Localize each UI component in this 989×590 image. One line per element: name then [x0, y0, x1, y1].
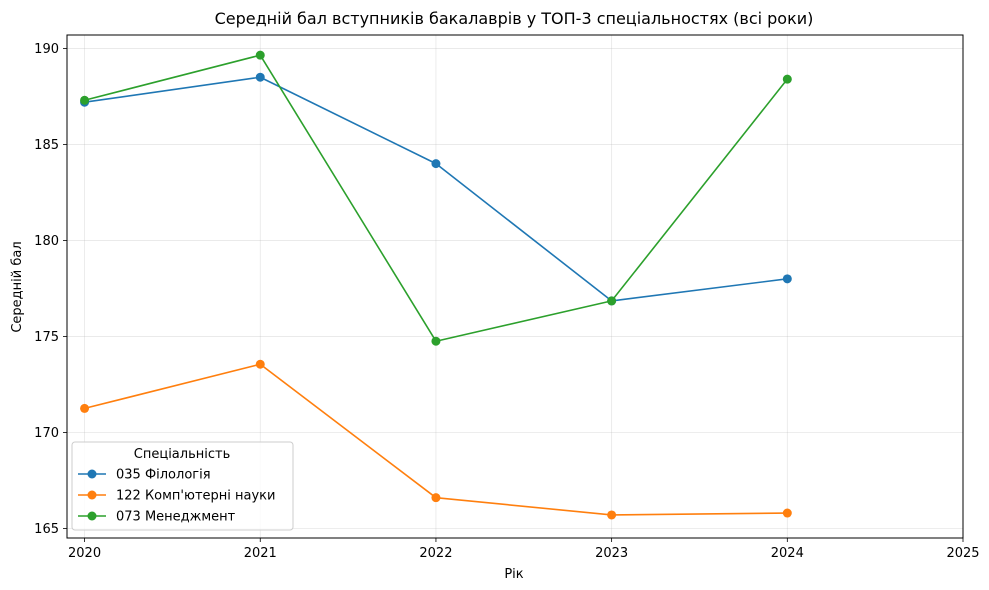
- legend[interactable]: Спеціальність 035 Філологія 122 Комп'ютер…: [71, 441, 294, 531]
- plot-frame: [66, 34, 964, 539]
- legend-title: Спеціальність: [134, 447, 230, 462]
- x-tick-label: 2025: [946, 546, 979, 561]
- x-axis: 2020 2021 2022 2023 2024 2025: [68, 538, 980, 561]
- data-point[interactable]: [431, 493, 441, 503]
- x-tick-label: 2022: [419, 546, 452, 561]
- data-point[interactable]: [782, 274, 792, 284]
- legend-item[interactable]: 122 Комп'ютерні науки: [78, 489, 275, 504]
- y-tick-label: 170: [34, 426, 59, 441]
- y-axis: 165 170 175 180 185 190: [34, 42, 67, 537]
- data-point[interactable]: [782, 508, 792, 518]
- data-point[interactable]: [255, 50, 265, 60]
- y-tick-label: 190: [34, 42, 59, 57]
- x-axis-label: Рік: [504, 567, 523, 582]
- legend-item[interactable]: 035 Філологія: [78, 468, 211, 483]
- y-tick-label: 180: [34, 234, 59, 249]
- data-point[interactable]: [80, 95, 90, 105]
- x-tick-label: 2023: [595, 546, 628, 561]
- chart-title: Середній бал вступників бакалаврів у ТОП…: [215, 9, 814, 28]
- legend-label: 035 Філологія: [116, 468, 211, 483]
- data-point[interactable]: [607, 510, 617, 520]
- legend-label: 122 Комп'ютерні науки: [116, 489, 275, 504]
- data-point[interactable]: [80, 403, 90, 413]
- series-layer: [80, 50, 792, 520]
- data-point[interactable]: [255, 359, 265, 369]
- legend-item[interactable]: 073 Менеджмент: [78, 510, 236, 525]
- y-tick-label: 165: [34, 522, 59, 537]
- data-point[interactable]: [255, 72, 265, 82]
- series-2: [80, 50, 792, 346]
- x-tick-label: 2021: [244, 546, 277, 561]
- data-point[interactable]: [431, 336, 441, 346]
- y-axis-label: Середній бал: [10, 241, 25, 332]
- x-tick-label: 2024: [771, 546, 804, 561]
- legend-items: 035 Філологія 122 Комп'ютерні науки 073 Ме…: [78, 468, 275, 525]
- data-point[interactable]: [431, 159, 441, 169]
- y-tick-label: 185: [34, 138, 59, 153]
- grid: [67, 35, 964, 538]
- legend-label: 073 Менеджмент: [116, 510, 236, 525]
- legend-swatch-marker: [87, 490, 97, 500]
- data-point[interactable]: [607, 296, 617, 306]
- legend-swatch-marker: [87, 469, 97, 479]
- series-1: [80, 359, 792, 520]
- legend-swatch-marker: [87, 511, 97, 521]
- data-point[interactable]: [782, 74, 792, 84]
- x-tick-label: 2020: [68, 546, 101, 561]
- legend-box: [71, 441, 294, 531]
- y-tick-label: 175: [34, 330, 59, 345]
